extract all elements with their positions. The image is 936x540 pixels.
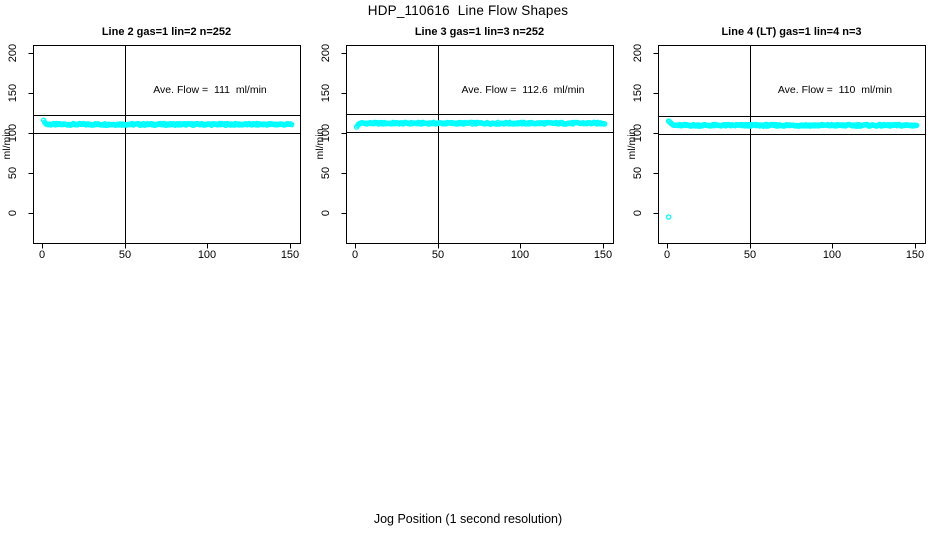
x-tick-label: 100 (510, 249, 530, 261)
outlier-point (665, 214, 672, 220)
plot-area (341, 45, 614, 249)
plot-box (346, 45, 614, 244)
x-tick-label: 100 (197, 249, 217, 261)
x-tick-label: 0 (38, 249, 46, 261)
flow-point (288, 121, 295, 128)
y-tick-label: 200 (320, 43, 332, 63)
panel-title: Line 2 gas=1 lin=2 n=252 (101, 26, 232, 38)
y-tick-label: 150 (632, 83, 644, 103)
plot-area (28, 45, 301, 249)
plot-area (653, 45, 926, 249)
y-tick-label: 100 (320, 123, 332, 143)
x-tick-label: 50 (118, 249, 132, 261)
x-axis-outer-label: Jog Position (1 second resolution) (373, 512, 563, 526)
panel-line-2: Line 2 gas=1 lin=2 n=252 ml/min Ave. Flo… (0, 18, 311, 270)
ave-flow-annotation: Ave. Flow = 112.6 ml/min (461, 84, 585, 96)
y-tick-label: 200 (7, 43, 19, 63)
figure-title: HDP_110616 Line Flow Shapes (367, 3, 569, 18)
y-tick-label: 0 (632, 209, 644, 217)
y-tick-label: 200 (632, 43, 644, 63)
plot-box (33, 45, 301, 244)
y-tick-label: 150 (320, 83, 332, 103)
x-tick-label: 100 (822, 249, 842, 261)
ave-flow-annotation: Ave. Flow = 110 ml/min (777, 84, 893, 96)
panel-line-3: Line 3 gas=1 lin=3 n=252 ml/min Ave. Flo… (313, 18, 624, 270)
y-tick-label: 0 (320, 209, 332, 217)
y-tick-label: 100 (7, 123, 19, 143)
x-tick-label: 150 (905, 249, 925, 261)
panel-title: Line 4 (LT) gas=1 lin=4 n=3 (721, 26, 862, 38)
x-tick-label: 150 (280, 249, 300, 261)
panel-line-4: Line 4 (LT) gas=1 lin=4 n=3 ml/min Ave. … (625, 18, 936, 270)
panel-title: Line 3 gas=1 lin=3 n=252 (414, 26, 545, 38)
y-tick-label: 50 (7, 166, 19, 180)
plot-box (658, 45, 926, 244)
ave-flow-annotation: Ave. Flow = 111 ml/min (153, 84, 267, 96)
y-tick-label: 100 (632, 123, 644, 143)
x-tick-label: 0 (351, 249, 359, 261)
flow-point (913, 122, 920, 129)
x-tick-label: 50 (431, 249, 445, 261)
y-tick-label: 50 (320, 166, 332, 180)
x-tick-label: 50 (743, 249, 757, 261)
y-tick-label: 150 (7, 83, 19, 103)
y-tick-label: 0 (7, 209, 19, 217)
x-tick-label: 0 (663, 249, 671, 261)
y-tick-label: 50 (632, 166, 644, 180)
x-tick-label: 150 (593, 249, 613, 261)
flow-point (601, 121, 608, 127)
